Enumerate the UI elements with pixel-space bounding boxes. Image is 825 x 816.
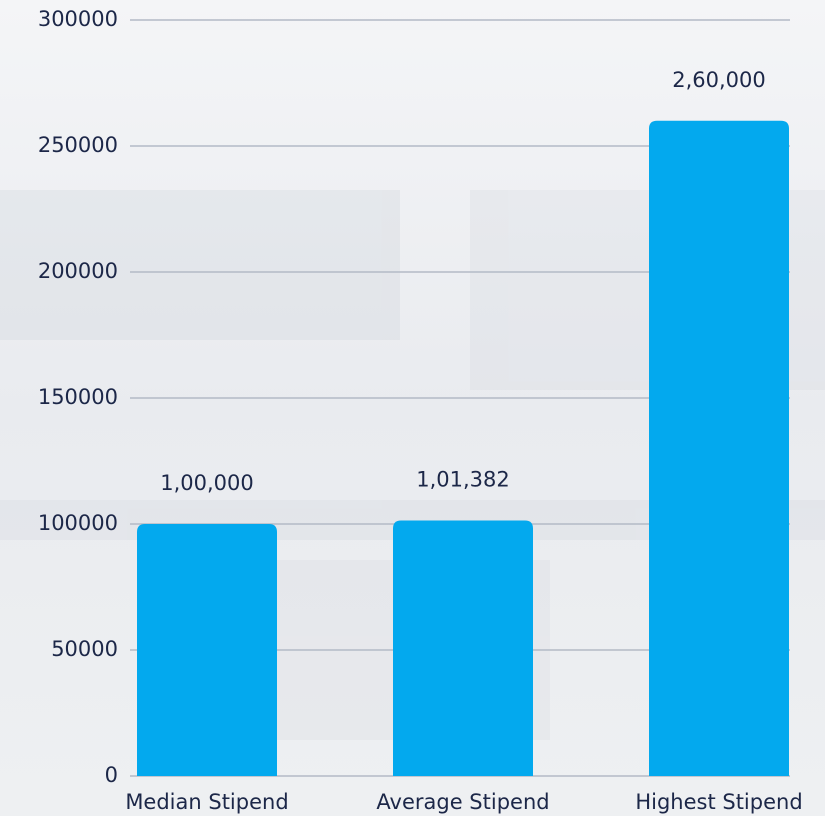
y-tick-label: 50000 [51,637,118,661]
value-label: 2,60,000 [672,68,766,92]
y-tick-label: 0 [105,763,118,787]
bar [137,524,277,776]
bar [393,520,533,776]
y-tick-label: 200000 [38,259,118,283]
y-tick-label: 150000 [38,385,118,409]
bar [649,120,789,777]
value-label: 1,00,000 [160,471,254,495]
y-tick-label: 300000 [38,7,118,31]
x-tick-label: Average Stipend [376,790,549,814]
x-tick-label: Highest Stipend [635,790,802,814]
y-tick-label: 100000 [38,511,118,535]
y-tick-label: 250000 [38,133,118,157]
value-label: 1,01,382 [416,468,510,492]
x-tick-label: Median Stipend [125,790,288,814]
